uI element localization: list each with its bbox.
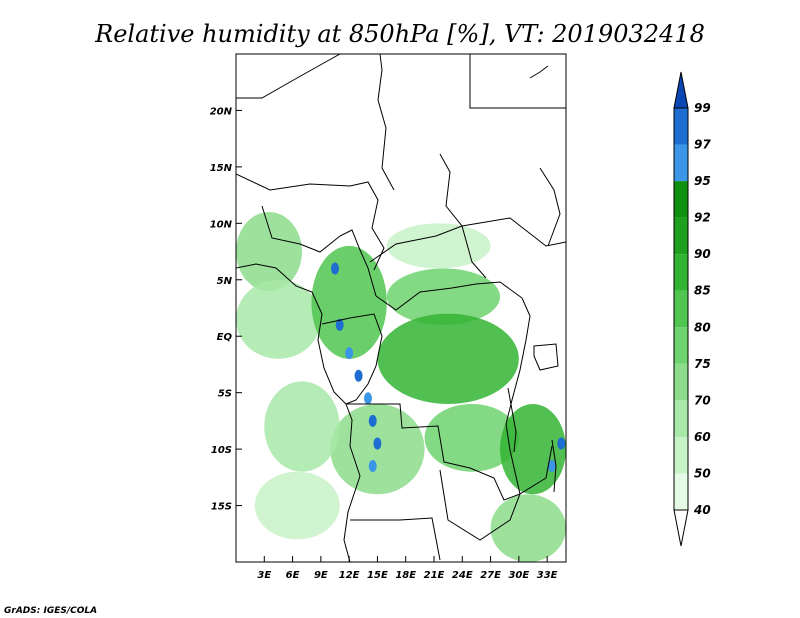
- border-chad-sudan: [439, 153, 487, 279]
- x-tick-label-18E: 18E: [395, 570, 416, 581]
- colorbar-label-80: 80: [694, 320, 711, 334]
- colorbar-label-90: 90: [694, 247, 711, 261]
- y-tick-label-20N: 20N: [210, 106, 233, 117]
- x-tick-label-33E: 33E: [537, 570, 558, 581]
- x-tick-label-3E: 3E: [257, 570, 271, 581]
- humidity-region-gulf-coast-5n: [236, 279, 321, 359]
- x-axis-ticks: 3E 6E 9E 12E 15E 18E 21E 24E 27E 30E 33E: [257, 556, 558, 581]
- colorbar-box-10: [674, 144, 688, 182]
- colorbar-box-8: [674, 217, 688, 255]
- humidity-region-ocean-south-coast: [254, 471, 340, 540]
- y-tick-label-15S: 15S: [211, 502, 232, 513]
- x-tick-label-27E: 27E: [480, 570, 501, 581]
- humidity-peak-10: [547, 460, 556, 473]
- border-drc-south: [346, 403, 521, 501]
- border-libya-egypt: [469, 54, 566, 109]
- colorbar-box-9: [674, 181, 688, 218]
- colorbar-bottom-arrow: [673, 509, 689, 547]
- humidity-region-west-africa-humid: [236, 212, 302, 292]
- humidity-region-cameroon-highlands: [311, 245, 387, 359]
- x-tick-label-24E: 24E: [452, 570, 473, 581]
- border-drc-east: [505, 297, 531, 495]
- grads-credit: GrADS: IGES/COLA: [4, 606, 97, 616]
- x-tick-label-9E: 9E: [314, 570, 328, 581]
- humidity-peak-9: [557, 437, 566, 450]
- humidity-region-north-east-fringe: [386, 223, 491, 269]
- x-tick-label-30E: 30E: [508, 570, 529, 581]
- lake-victoria: [533, 343, 559, 371]
- country-borders: [236, 54, 566, 562]
- lake-malawi: [551, 439, 557, 493]
- border-car-congo: [375, 281, 523, 311]
- humidity-region-ubangi-moist: [386, 268, 500, 325]
- lake-tanganyika: [507, 387, 517, 453]
- humidity-peak-5: [364, 392, 372, 405]
- colorbar-label-92: 92: [694, 211, 711, 225]
- coastline-west: [236, 263, 361, 562]
- border-drc-west: [321, 313, 383, 405]
- colorbar-box-5: [674, 327, 688, 364]
- border-algeria-niger: [236, 54, 341, 99]
- colorbar-label-95: 95: [694, 174, 711, 188]
- colorbar-box-3: [674, 400, 688, 437]
- colorbar-label-99: 99: [694, 101, 711, 115]
- colorbar-label-85: 85: [694, 284, 711, 298]
- y-tick-label-10S: 10S: [211, 445, 232, 456]
- border-niger-chad: [236, 173, 385, 271]
- humidity-peak-2: [335, 318, 344, 331]
- border-libya-chad: [377, 54, 395, 191]
- humidity-region-south-atlantic: [264, 381, 340, 472]
- x-tick-label-6E: 6E: [286, 570, 300, 581]
- colorbar-label-50: 50: [694, 466, 711, 480]
- humidity-peak-8: [368, 460, 377, 473]
- colorbar-box-11: [674, 108, 688, 145]
- border-zambia: [439, 445, 553, 541]
- chart-title: Relative humidity at 850hPa [%], VT: 201…: [94, 20, 705, 48]
- colorbar-top-arrow: [673, 71, 689, 109]
- humidity-region-congo-basin: [377, 313, 519, 404]
- colorbar-label-40: 40: [693, 503, 711, 517]
- border-angola-namibia: [350, 517, 441, 561]
- humidity-region-katanga: [424, 403, 519, 472]
- y-tick-label-5N: 5N: [217, 276, 233, 287]
- map-frame: [235, 53, 567, 563]
- humidity-peak-6: [368, 414, 377, 427]
- border-ethiopia: [539, 167, 561, 247]
- humidity-peak-7: [373, 437, 382, 450]
- red-sea-coast: [529, 65, 549, 79]
- y-tick-label-EQ: EQ: [217, 332, 233, 343]
- humidity-peak-4: [354, 369, 363, 382]
- colorbar-outline: [673, 107, 689, 511]
- y-tick-label-10N: 10N: [210, 219, 233, 230]
- x-tick-label-21E: 21E: [424, 570, 445, 581]
- colorbar-box-2: [674, 436, 688, 474]
- y-tick-label-5S: 5S: [218, 389, 232, 400]
- x-tick-label-15E: 15E: [367, 570, 388, 581]
- humidity-region-lake-tanganyika-malawi: [500, 403, 566, 495]
- humidity-peak-1: [331, 262, 339, 275]
- border-nigeria-cameroon: [261, 205, 377, 297]
- colorbar-label-70: 70: [694, 393, 711, 407]
- colorbar-label-60: 60: [694, 430, 711, 444]
- humidity-region-zambia-mozambique: [490, 494, 566, 562]
- colorbar-box-4: [674, 363, 688, 401]
- y-tick-label-15N: 15N: [210, 163, 233, 174]
- colorbar-label-97: 97: [694, 138, 711, 152]
- colorbar-box-1: [674, 473, 688, 510]
- humidity-field: [236, 212, 566, 562]
- colorbar: 40 50 60 70 75 80 85 90 92 95 97 99: [673, 71, 711, 547]
- colorbar-box-7: [674, 254, 688, 291]
- x-tick-label-12E: 12E: [339, 570, 360, 581]
- humidity-peak-3: [345, 347, 354, 360]
- border-sudan-south: [369, 217, 566, 263]
- colorbar-label-75: 75: [694, 357, 711, 371]
- y-axis-ticks: 20N 15N 10N 5N EQ 5S 10S 15S: [210, 106, 242, 513]
- colorbar-box-6: [674, 290, 688, 328]
